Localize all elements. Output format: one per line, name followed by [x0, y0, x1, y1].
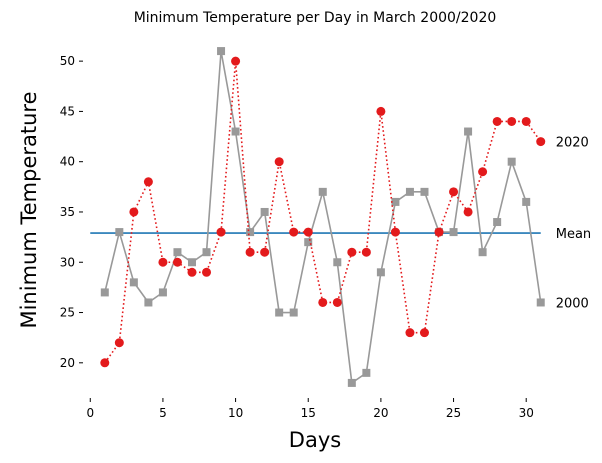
data-point	[347, 378, 356, 387]
data-point	[158, 288, 167, 297]
data-point	[129, 278, 138, 287]
data-point	[405, 187, 414, 196]
data-point	[318, 297, 328, 307]
y-tick-label: 50	[60, 54, 75, 68]
data-point	[246, 228, 255, 237]
series-2020	[100, 56, 546, 368]
data-point	[492, 116, 502, 126]
data-point	[478, 248, 487, 257]
data-point	[507, 116, 517, 126]
y-axis: 20 25 30 35 40 45 50	[60, 54, 83, 370]
data-point	[464, 127, 473, 136]
data-point	[449, 187, 459, 197]
x-tick-label: 20	[373, 406, 388, 420]
data-point	[100, 288, 109, 297]
data-point	[260, 247, 270, 257]
data-point	[347, 247, 357, 257]
y-tick-label: 20	[60, 356, 75, 370]
x-tick-label: 30	[519, 406, 534, 420]
data-point	[362, 368, 371, 377]
data-point	[172, 257, 182, 267]
data-point	[420, 187, 429, 196]
data-point	[245, 247, 255, 257]
data-point	[463, 207, 473, 217]
data-point	[289, 308, 298, 317]
x-tick-label: 15	[301, 406, 316, 420]
data-point	[390, 227, 400, 237]
end-label-2020: 2020	[556, 136, 589, 151]
data-point	[419, 328, 429, 338]
y-tick-label: 30	[60, 255, 75, 269]
data-point	[536, 298, 545, 307]
data-point	[333, 258, 342, 267]
data-point	[202, 267, 212, 277]
data-point	[434, 227, 444, 237]
data-point	[332, 297, 342, 307]
data-point	[187, 267, 197, 277]
data-point	[376, 268, 385, 277]
x-tick-label: 5	[159, 406, 167, 420]
data-point	[143, 177, 153, 187]
data-point	[449, 228, 458, 237]
x-tick-label: 10	[228, 406, 243, 420]
chart-title: Minimum Temperature per Day in March 200…	[134, 10, 497, 26]
data-point	[303, 227, 313, 237]
data-point	[100, 358, 110, 368]
data-point	[275, 308, 284, 317]
data-point	[173, 248, 182, 257]
data-point	[114, 338, 124, 348]
series-line-2020	[104, 61, 542, 364]
data-point	[158, 257, 168, 267]
data-point	[274, 157, 284, 167]
data-point	[115, 228, 124, 237]
data-point	[478, 167, 488, 177]
data-point	[289, 227, 299, 237]
data-point	[187, 258, 196, 267]
data-point	[361, 247, 371, 257]
data-point	[405, 328, 415, 338]
data-point	[318, 187, 327, 196]
x-tick-label: 0	[86, 406, 94, 420]
series-layer	[100, 47, 546, 387]
data-point	[231, 56, 241, 66]
data-point	[391, 197, 400, 206]
y-axis-title: Minimum Temperature	[17, 91, 41, 328]
y-tick-label: 40	[60, 155, 75, 169]
y-tick-label: 25	[60, 306, 75, 320]
y-tick-label: 45	[60, 104, 75, 118]
end-labels: 2020 Mean 2000	[556, 136, 591, 312]
x-axis-title: Days	[289, 428, 341, 452]
series-line-2000	[104, 50, 542, 385]
data-point	[376, 106, 386, 116]
end-label-mean: Mean	[556, 227, 591, 242]
data-point	[260, 207, 269, 216]
data-point	[536, 137, 546, 147]
data-point	[507, 157, 516, 166]
data-point	[144, 298, 153, 307]
end-label-2000: 2000	[556, 296, 589, 311]
data-point	[522, 197, 531, 206]
data-point	[202, 248, 211, 257]
x-axis: 0 5 10 15 20 25 30	[86, 398, 534, 420]
series-2000	[100, 47, 545, 387]
data-point	[217, 47, 226, 56]
data-point	[216, 227, 226, 237]
y-tick-label: 35	[60, 205, 75, 219]
data-point	[304, 238, 313, 247]
data-point	[129, 207, 139, 217]
data-point	[521, 116, 531, 126]
data-point	[493, 218, 502, 227]
data-point	[231, 127, 240, 136]
x-tick-label: 25	[446, 406, 461, 420]
